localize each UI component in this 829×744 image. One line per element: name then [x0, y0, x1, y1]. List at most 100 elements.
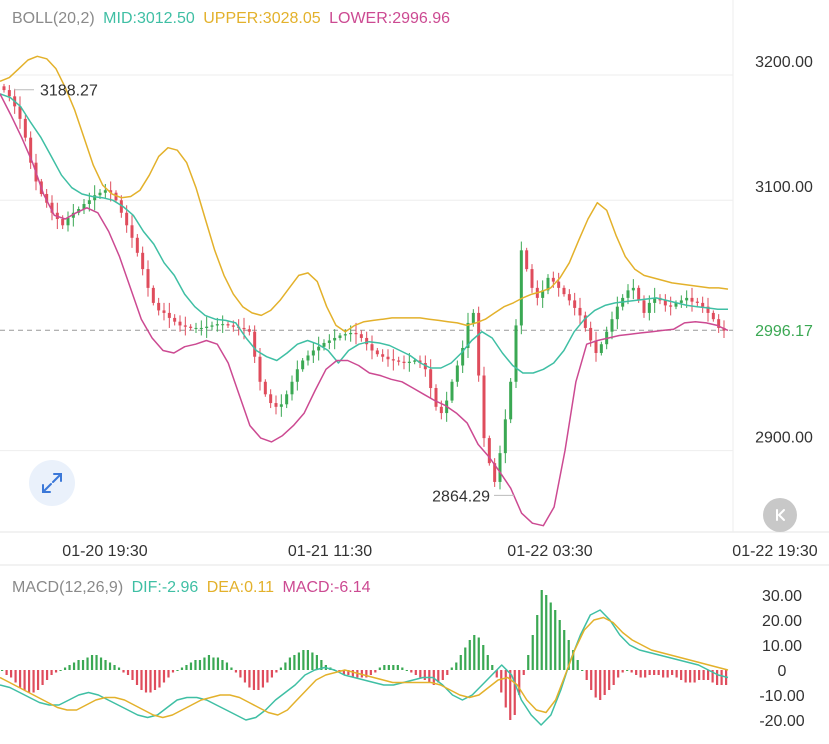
macd-bar [702, 670, 705, 680]
macd-bar [122, 670, 125, 673]
macd-bar [365, 670, 368, 678]
macd-bar [545, 595, 548, 670]
macd-bar [446, 670, 449, 675]
candle-body [119, 200, 123, 213]
candle-body [626, 290, 630, 298]
candle-body [546, 277, 550, 291]
expand-button[interactable] [29, 460, 75, 506]
boll-lower-line [0, 93, 729, 527]
macd-bar [266, 670, 269, 683]
candle-body [354, 332, 358, 335]
candle-body [541, 290, 545, 298]
candle-body [141, 252, 145, 270]
macd-bar [162, 670, 166, 683]
macd-dea-value: DEA:0.11 [206, 579, 275, 596]
candle-body [157, 302, 161, 311]
macd-bar [50, 670, 53, 675]
expand-arrows-icon [42, 473, 62, 493]
macd-bar [144, 670, 148, 693]
macd-bar [711, 670, 714, 683]
candle-body [562, 287, 566, 295]
candle-body [327, 340, 331, 343]
macd-bar [428, 670, 431, 683]
candle-body [669, 305, 673, 307]
macd-bar [491, 665, 494, 670]
macd-indicator-name[interactable]: MACD(12,26,9) [12, 579, 124, 596]
macd-bar [500, 670, 503, 693]
macd-bar [675, 670, 678, 678]
macd-bar [32, 670, 35, 693]
macd-y-tick-label: 0 [778, 663, 787, 680]
macd-bar [68, 665, 71, 670]
macd-bar [459, 655, 462, 670]
macd-bar [563, 630, 566, 670]
candle-body [589, 327, 593, 341]
candle-body [471, 312, 475, 323]
macd-bar [293, 655, 296, 670]
macd-bar [585, 670, 588, 680]
boll-indicator-name[interactable]: BOLL(20,2) [12, 10, 95, 27]
candle-body [375, 350, 379, 355]
macd-bar [684, 670, 687, 683]
macd-bar [104, 660, 107, 670]
macd-bar [549, 602, 552, 670]
macd-bar [671, 670, 674, 675]
collapse-back-button[interactable] [763, 498, 797, 532]
candle-body [231, 325, 235, 327]
y-tick-label: 2900.00 [755, 430, 813, 447]
macd-bar [455, 662, 458, 670]
candle-body [679, 300, 683, 303]
candle-body [61, 219, 65, 226]
macd-bar [495, 670, 498, 678]
candle-body [317, 346, 321, 351]
candle-body [178, 321, 182, 326]
macd-bar [662, 670, 665, 678]
candle-body [263, 381, 267, 395]
candle-body [205, 326, 209, 328]
candle-body [503, 419, 507, 454]
current-price-bg [734, 318, 829, 343]
candle-body [45, 193, 49, 203]
candle-body [429, 369, 433, 389]
candle-body [498, 453, 502, 482]
candle-body [173, 317, 177, 322]
macd-bar [504, 670, 507, 708]
macd-bar [437, 670, 440, 683]
macd-bar [36, 670, 40, 690]
macd-bar [509, 670, 512, 720]
candle-body [711, 312, 715, 320]
macd-bar [576, 660, 579, 670]
candle-body [114, 192, 118, 201]
macd-bar [378, 667, 381, 670]
candle-body [706, 306, 710, 313]
macd-bar [468, 640, 471, 670]
candle-body [311, 350, 315, 356]
macd-bar [590, 670, 593, 690]
macd-y-tick-label: 20.00 [762, 613, 802, 630]
candle-body [135, 237, 139, 253]
macd-bar [257, 670, 260, 690]
macd-bar [518, 670, 521, 695]
macd-bar [612, 670, 615, 685]
macd-bar [599, 670, 602, 700]
candle-body [381, 354, 385, 357]
candle-body [343, 334, 347, 336]
macd-bar [140, 670, 143, 690]
macd-bar [239, 670, 242, 678]
macd-bar [405, 670, 408, 671]
macd-bar [135, 670, 139, 685]
macd-legend: MACD(12,26,9) DIF:-2.96 DEA:0.11 MACD:-6… [12, 579, 375, 597]
candle-body [493, 463, 497, 482]
macd-bar [41, 670, 44, 685]
macd-bar [320, 660, 323, 670]
macd-bar [698, 670, 701, 680]
x-tick-label: 01-22 03:30 [507, 543, 593, 560]
macd-bar [720, 670, 723, 685]
candle-body [71, 212, 75, 218]
macd-bar [297, 652, 300, 670]
candle-body [567, 294, 571, 301]
macd-bar [540, 590, 543, 670]
candle-body [253, 331, 257, 357]
macd-bar [347, 670, 350, 675]
